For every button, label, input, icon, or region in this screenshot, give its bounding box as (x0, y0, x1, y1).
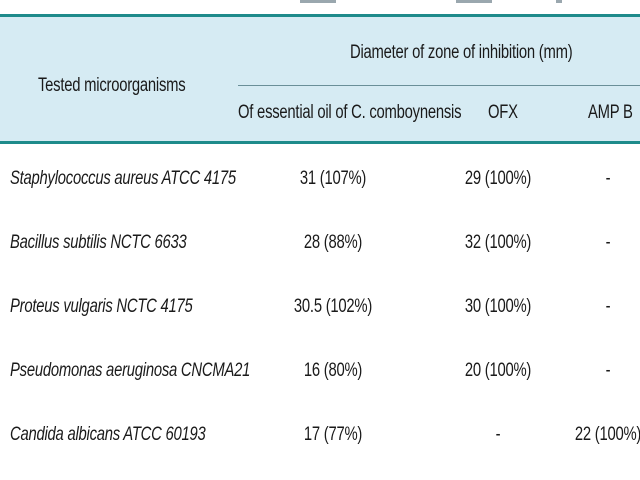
caption-fragment (456, 0, 492, 3)
organism-cell: Proteus vulgaris NCTC 4175 (10, 296, 193, 317)
ofx-value-cell: 29 (100%) (464, 168, 532, 189)
oil-value-cell: 17 (77%) (303, 424, 363, 445)
ofx-value-cell: 32 (100%) (464, 232, 532, 253)
header-diameter-group: Diameter of zone of inhibition (mm) (350, 42, 573, 63)
oil-value-cell: 31 (107%) (299, 168, 367, 189)
header-tested-microorganisms: Tested microorganisms (38, 75, 186, 96)
header-ofx: OFX (488, 102, 518, 123)
clipped-caption-remnant (0, 0, 640, 4)
organism-cell: Staphylococcus aureus ATCC 4175 (10, 168, 236, 189)
organism-cell: Pseudomonas aeruginosa CNCMA21 (10, 360, 251, 381)
table-row: Candida albicans ATCC 60193 17 (77%) - 2… (0, 400, 640, 464)
organism-cell: Bacillus subtilis NCTC 6633 (10, 232, 187, 253)
table-row: Staphylococcus aureus ATCC 4175 31 (107%… (0, 144, 640, 208)
table-body: Staphylococcus aureus ATCC 4175 31 (107%… (0, 144, 640, 464)
header-amp-b: AMP B (588, 102, 633, 123)
ampb-value-cell: - (605, 232, 611, 253)
table-header: Tested microorganisms Diameter of zone o… (0, 14, 640, 144)
oil-value-cell: 28 (88%) (303, 232, 363, 253)
ampb-value-cell: - (605, 296, 611, 317)
ofx-value-cell: - (495, 424, 501, 445)
ampb-value-cell: 22 (100%) (574, 424, 640, 445)
ofx-value-cell: 20 (100%) (464, 360, 532, 381)
header-group-divider (238, 85, 640, 86)
oil-value-cell: 30.5 (102%) (293, 296, 373, 317)
ampb-value-cell: - (605, 360, 611, 381)
organism-cell: Candida albicans ATCC 60193 (10, 424, 206, 445)
ofx-value-cell: 30 (100%) (464, 296, 532, 317)
caption-fragment (556, 0, 562, 3)
oil-value-cell: 16 (80%) (303, 360, 363, 381)
table-row: Bacillus subtilis NCTC 6633 28 (88%) 32 … (0, 208, 640, 272)
table-row: Proteus vulgaris NCTC 4175 30.5 (102%) 3… (0, 272, 640, 336)
header-essential-oil: Of essential oil of C. comboynensis (238, 102, 462, 123)
table-row: Pseudomonas aeruginosa CNCMA21 16 (80%) … (0, 336, 640, 400)
ampb-value-cell: - (605, 168, 611, 189)
caption-fragment (300, 0, 336, 3)
